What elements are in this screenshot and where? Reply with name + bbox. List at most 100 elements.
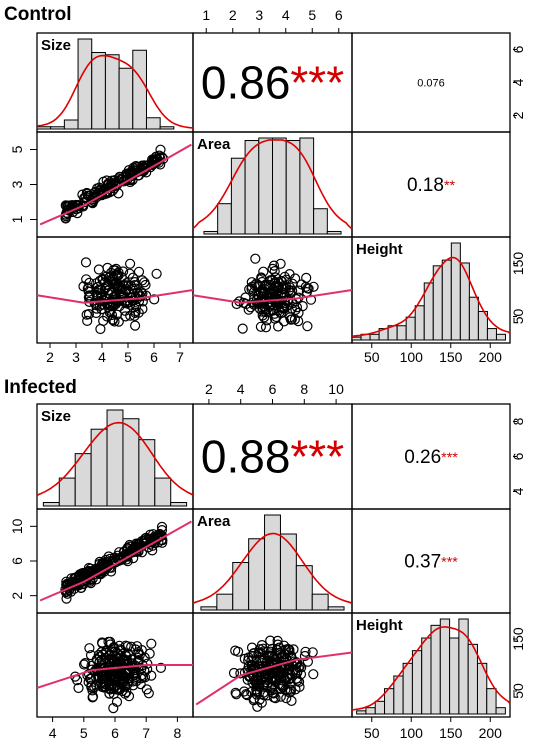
scatter-point [117,291,128,302]
size-axis-tick-label: 6 [150,349,158,365]
scatter-point [93,264,105,275]
significance-stars: *** [441,450,458,466]
scatter-point [95,323,106,335]
size-axis-tick-label: 6 [510,452,526,460]
height-axis-tick-label: 200 [479,725,503,741]
height-axis-tick-label: 200 [479,349,503,365]
scatter-point [106,309,118,321]
scatter-point [280,660,291,671]
density-curve [192,532,353,605]
smooth-fit-line [192,289,353,304]
scatter-point [128,543,139,554]
scatter-point [155,662,166,674]
variable-label: Area [197,513,231,530]
scatter-point [151,268,162,279]
density-curve [192,139,353,230]
scatter-point [73,682,84,694]
scatter-point [268,692,279,703]
height-axis-tick-label: 150 [439,725,463,741]
scatter-point [89,187,100,199]
area-axis-tick-label: 2 [9,592,25,600]
histogram-bar [63,119,79,130]
scatter-point [137,303,148,315]
scatter-point [113,669,124,681]
scatter-point [121,686,132,698]
scatter-point [290,304,301,315]
histogram-bar [91,52,106,130]
area-axis-tick-label: 6 [335,7,343,23]
scatter-point [255,647,266,658]
histogram-bar [356,710,367,715]
scatter-point [109,276,120,287]
histogram-bar [203,230,219,235]
scatter-point [95,184,106,195]
scatter-point [275,679,286,691]
correlation-value: 0.18** [407,175,456,196]
area-axis-tick-label: 1 [9,215,25,223]
scatter-point [119,688,131,699]
histogram-bar [351,336,362,341]
scatter-point [260,306,271,318]
smooth-fit-line [36,664,193,689]
scatter-point [113,188,124,199]
scatter-points [228,635,319,712]
significance-stars: *** [290,57,344,109]
correlation-value: 0.076 [417,77,445,89]
scatter-point [265,635,276,646]
scatter-point [241,688,252,700]
histogram-bar [132,49,147,130]
variable-label: Area [197,136,231,153]
scatter-point [302,321,313,332]
size-axis-tick-label: 5 [80,725,88,741]
scatter-point [122,655,133,666]
area-axis-tick-label: 4 [237,381,245,397]
scatter-point [111,297,123,308]
scatter-point [122,545,133,556]
histogram-bar [432,265,443,341]
scatter-point [284,647,295,658]
correlation-value: 0.37*** [404,552,458,573]
histogram-bar [468,296,479,341]
area-axis-tick-label: 8 [300,381,308,397]
scatter-point [284,269,295,280]
size-axis-tick-label: 8 [510,417,526,425]
scatter-point [300,646,311,657]
scatter-point [246,277,257,288]
scatter-point [308,669,319,680]
scatter-point [292,657,303,668]
height-axis-tick-label: 150 [510,252,526,276]
scatter-point [84,277,95,288]
size-axis-tick-label: 2 [510,111,526,119]
size-axis-tick-label: 5 [124,349,132,365]
scatter-point [82,315,93,326]
scatter-point [96,637,108,648]
area-axis-tick-label: 2 [205,381,213,397]
height-axis-tick-label: 50 [510,683,526,699]
scatter-point [137,275,148,286]
size-axis-tick-label: 6 [510,45,526,53]
histogram-bar [402,662,413,715]
scatter-point [133,266,145,277]
scatter-point [80,657,91,669]
histogram-bar [326,230,342,235]
histogram-bar [396,325,407,341]
area-axis-tick-label: 6 [269,381,277,397]
scatter-point [104,688,115,699]
variable-label: Height [356,617,403,634]
scatter-point [129,277,140,288]
scatter-point [77,201,89,212]
scatter-point [228,667,240,679]
histogram-bar [217,203,232,235]
scatter-point [243,655,254,666]
correlation-value: 0.88*** [201,431,344,483]
scatter-point [116,173,127,184]
correlation-value: 0.26*** [404,447,458,468]
histogram-bar [295,565,313,611]
area-axis-tick-label: 6 [9,557,25,565]
size-axis-tick-label: 7 [176,349,184,365]
size-axis-tick-label: 2 [46,349,54,365]
scatter-point [255,321,266,332]
scatter-point [87,692,98,703]
histogram-bar [374,700,386,715]
